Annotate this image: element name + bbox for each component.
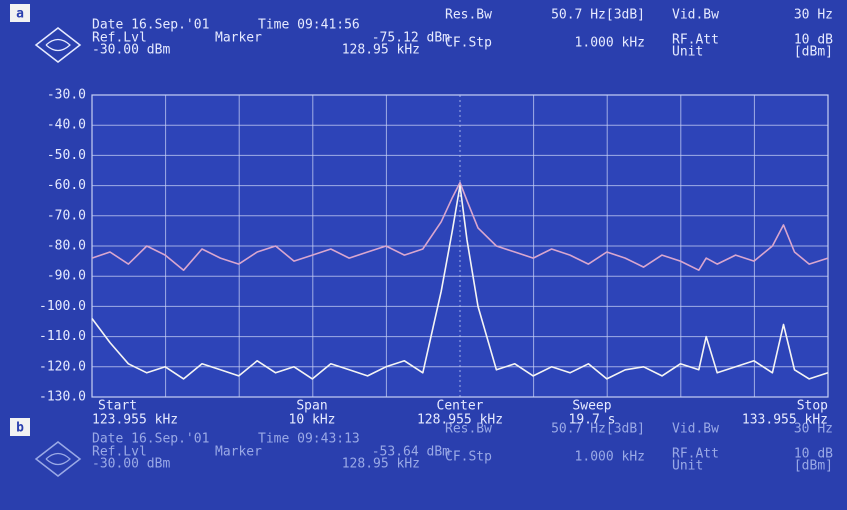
x-label-name: Start: [98, 399, 137, 414]
header-unit-label: Unit: [672, 459, 703, 474]
header-vid-bw-label: Vid.Bw: [672, 422, 719, 437]
header-res-bw: 50.7 Hz[3dB]: [551, 422, 645, 437]
x-label-value: 133.955 kHz: [742, 413, 828, 428]
header-marker-freq: 128.95 kHz: [342, 457, 420, 472]
x-label-value: 128.955 kHz: [417, 413, 503, 428]
header-ref-lvl: -30.00 dBm: [92, 43, 170, 58]
header-res-bw: 50.7 Hz[3dB]: [551, 8, 645, 23]
panel-header: a Date 16.Sep.'01 Time 09:41:56 Ref.Lvl-30.…: [10, 4, 833, 63]
header-rf-att: 10 dB: [794, 33, 833, 48]
header-vid-bw: 30 Hz: [794, 422, 833, 437]
header-time: Time 09:43:13: [258, 432, 360, 447]
header-cf-stp: 1.000 kHz: [575, 36, 645, 51]
header-time: Time 09:41:56: [258, 18, 360, 33]
header-rf-att: 10 dB: [794, 447, 833, 462]
y-tick-label: -50.0: [47, 148, 86, 163]
header-rf-att-label: RF.Att: [672, 33, 719, 48]
logo: [34, 27, 82, 63]
y-tick-label: -60.0: [47, 178, 86, 193]
header-date: Date 16.Sep.'01: [92, 432, 209, 447]
x-label-name: Span: [296, 399, 327, 414]
header-unit: [dBm]: [794, 45, 833, 60]
trace: [91, 184, 829, 380]
x-label-name: Sweep: [572, 399, 611, 414]
header-vid-bw-label: Vid.Bw: [672, 8, 719, 23]
header-marker-label: Marker: [215, 445, 262, 460]
y-tick-label: -40.0: [47, 118, 86, 133]
header-vid-bw: 30 Hz: [794, 8, 833, 23]
y-tick-label: -70.0: [47, 208, 86, 223]
y-tick-label: -80.0: [47, 239, 86, 254]
header-res-bw-label: Res.Bw: [445, 8, 492, 23]
header-res-bw-label: Res.Bw: [445, 422, 492, 437]
y-tick-label: -130.0: [39, 390, 86, 405]
panel-label-box: [10, 418, 30, 436]
x-label-value: 123.955 kHz: [92, 413, 178, 428]
trace: [91, 181, 829, 271]
y-tick-label: -120.0: [39, 359, 86, 374]
x-label-name: Center: [437, 399, 484, 414]
header-date: Date 16.Sep.'01: [92, 18, 209, 33]
panel-header: b Date 16.Sep.'01 Time 09:43:13 Ref.Lvl-30.…: [10, 418, 833, 477]
y-tick-label: -30.0: [47, 88, 86, 103]
y-tick-label: -110.0: [39, 329, 86, 344]
x-label-name: Stop: [797, 399, 828, 414]
header-ref-lvl: -30.00 dBm: [92, 457, 170, 472]
x-label-value: 10 kHz: [289, 413, 336, 428]
header-cf-stp: 1.000 kHz: [575, 450, 645, 465]
logo: [34, 441, 82, 477]
header-unit-label: Unit: [672, 45, 703, 60]
panel-label: b: [16, 421, 24, 436]
header-unit: [dBm]: [794, 459, 833, 474]
panel-label: a: [16, 7, 24, 22]
panel-label-box: [10, 4, 30, 22]
logo-mark: [45, 452, 71, 466]
header-rf-att-label: RF.Att: [672, 447, 719, 462]
x-label-value: 19.7 s: [569, 413, 616, 428]
header-marker-label: Marker: [215, 31, 262, 46]
logo-mark: [45, 38, 71, 52]
header-ref-lvl-label: Ref.Lvl: [92, 31, 147, 46]
header-cf-stp-label: CF.Stp: [445, 36, 492, 51]
y-tick-label: -100.0: [39, 299, 86, 314]
y-tick-label: -90.0: [47, 269, 86, 284]
header-marker-level: -53.64 dBm: [372, 445, 450, 460]
header-marker-freq: 128.95 kHz: [342, 43, 420, 58]
header-ref-lvl-label: Ref.Lvl: [92, 445, 147, 460]
header-cf-stp-label: CF.Stp: [445, 450, 492, 465]
header-marker-level: -75.12 dBm: [372, 31, 450, 46]
